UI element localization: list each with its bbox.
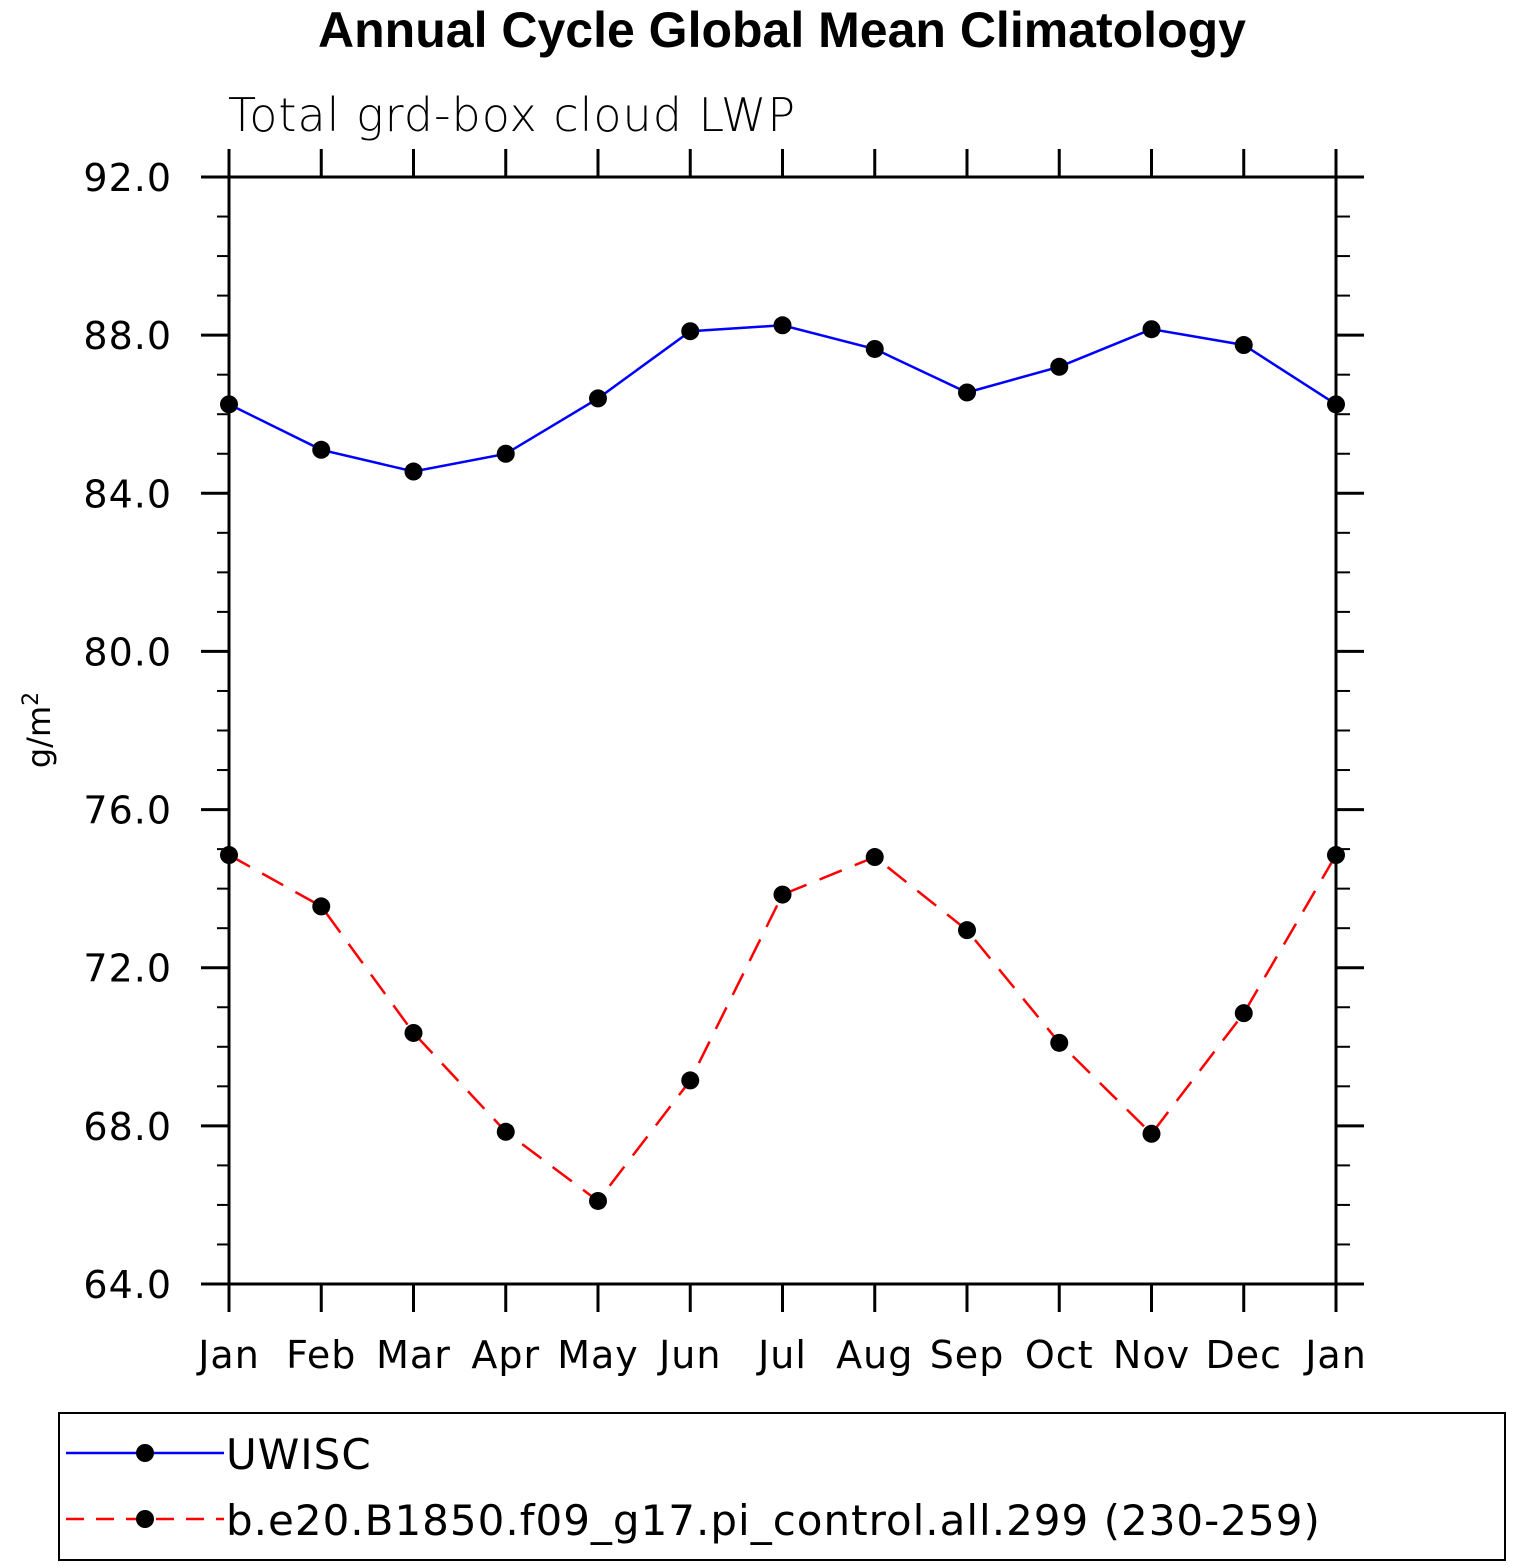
data-point [589,389,607,408]
y-axis-label: g/m2 [19,692,58,768]
y-tick-labels: 64.0 68.0 72.0 76.0 80.0 84.0 88.0 92.0 [83,156,172,1307]
legend-marker-control [136,1510,154,1528]
plot-frame [227,175,1338,1286]
y-tick-label: 68.0 [83,1105,172,1149]
x-tick-label: Oct [1025,1333,1094,1377]
data-point [958,921,976,940]
y-tick-label: 76.0 [83,789,172,833]
x-tick-label: Jul [756,1333,807,1377]
x-tick-label: Sep [930,1333,1005,1377]
chart-subtitle: Total grd-box cloud LWP [228,88,796,142]
x-tick-label: Jan [196,1333,260,1377]
data-point [681,322,700,341]
legend: UWISC b.e20.B1850.f09_g17.pi_control.all… [58,1412,1506,1561]
axis-ticks [201,149,1364,1312]
legend-box [58,1412,1506,1561]
x-tick-labels: Jan Feb Mar Apr May Jun Jul Aug Sep Oct Nov Dec Jan [196,1333,1367,1377]
y-tick-label: 72.0 [83,947,172,991]
x-tick-label: Feb [286,1333,356,1377]
x-tick-label: Nov [1113,1333,1190,1377]
data-point [496,1122,515,1141]
y-tick-label: 84.0 [83,472,172,516]
data-point [958,383,976,402]
data-point [404,462,423,481]
data-point [1234,336,1253,355]
chart-title: Annual Cycle Global Mean Climatology [318,2,1246,58]
y-tick-label: 88.0 [83,314,172,358]
data-point [1050,1033,1069,1052]
series-layer [220,316,1345,1210]
legend-label-uwisc: UWISC [226,1430,372,1479]
data-point [1142,1124,1161,1143]
x-tick-label: Aug [836,1333,913,1377]
data-point [312,897,331,916]
data-point [496,444,515,463]
x-tick-label: Mar [376,1333,451,1377]
data-point [865,339,884,358]
data-point [589,1191,607,1210]
data-point [773,885,792,904]
x-tick-label: Dec [1205,1333,1282,1377]
x-tick-label: Jan [1303,1333,1367,1377]
series-line-1 [228,853,1338,1203]
y-tick-label: 80.0 [83,630,172,674]
x-tick-label: Jun [657,1333,721,1377]
data-point [865,848,884,867]
x-tick-label: May [557,1333,639,1377]
data-point [312,440,331,459]
data-point [1050,357,1069,376]
data-point [404,1023,423,1042]
y-tick-label: 92.0 [83,156,172,200]
x-tick-label: Apr [471,1333,540,1377]
data-point [681,1071,700,1090]
legend-marker-uwisc [136,1444,154,1462]
data-point [773,316,792,335]
data-point [1234,1004,1253,1023]
legend-label-control: b.e20.B1850.f09_g17.pi_control.all.299 (… [226,1496,1321,1545]
data-point [1142,320,1161,339]
series-line-0 [228,324,1337,473]
y-tick-label: 64.0 [83,1263,172,1307]
